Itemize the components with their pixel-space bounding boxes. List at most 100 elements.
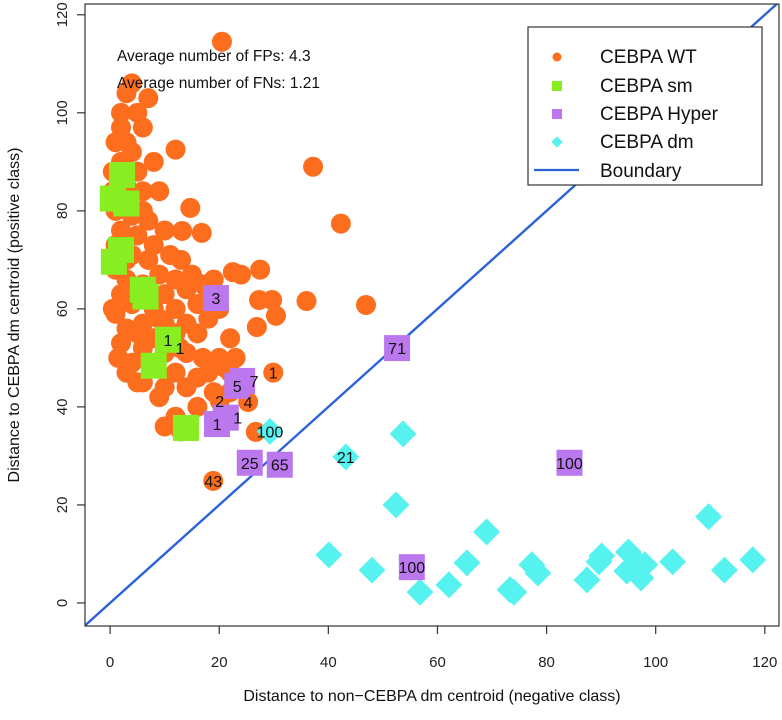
cebpa-sm-point <box>100 248 127 275</box>
cebpa-sm-point <box>154 326 181 353</box>
cebpa-wt-point <box>165 362 186 383</box>
plot-area <box>85 4 779 626</box>
legend-label-wt: CEBPA WT <box>600 47 697 68</box>
x-tick-label: 20 <box>211 654 228 671</box>
cebpa-hyper-point-label: 5 <box>233 379 242 396</box>
cebpa-wt-point <box>111 102 132 123</box>
cebpa-sm-point <box>109 162 136 189</box>
y-tick-label: 60 <box>54 301 71 318</box>
annotation-fps: Average number of FPs: 4.3 <box>117 48 311 65</box>
y-axis-label: Distance to CEBPA dm centroid (positive … <box>6 148 23 483</box>
cebpa-wt-point-label: 4 <box>244 395 253 412</box>
cebpa-sm-point <box>140 352 167 379</box>
cebpa-wt-point <box>211 31 232 52</box>
cebpa-dm-point <box>382 491 410 519</box>
cebpa-wt-point <box>154 284 175 305</box>
cebpa-hyper-point-label: 25 <box>241 456 259 473</box>
cebpa-hyper-point <box>556 449 583 476</box>
x-tick-label: 100 <box>643 654 668 671</box>
cebpa-wt-point <box>172 220 193 241</box>
legend-box <box>527 26 763 186</box>
cebpa-wt-point <box>245 421 266 442</box>
cebpa-dm-point <box>406 578 434 606</box>
x-tick-label: 0 <box>106 654 114 671</box>
cebpa-sm-point <box>113 190 140 217</box>
cebpa-wt-point-label: 1 <box>269 366 278 383</box>
cebpa-dm-point <box>695 503 723 531</box>
cebpa-wt-point <box>165 298 186 319</box>
cebpa-wt-point <box>116 83 137 104</box>
cebpa-wt-point <box>180 197 201 218</box>
cebpa-wt-point <box>108 347 129 368</box>
cebpa-wt-point <box>127 323 148 344</box>
cebpa-hyper-point <box>398 554 425 581</box>
cebpa-wt-point <box>231 264 252 285</box>
cebpa-wt-point <box>187 396 208 417</box>
cebpa-hyper-point-label: 100 <box>556 456 583 473</box>
annotation-fns: Average number of FNs: 1.21 <box>117 75 320 92</box>
legend-label-boundary: Boundary <box>600 161 682 182</box>
y-tick-label: 100 <box>54 100 71 125</box>
cebpa-wt-point <box>149 387 170 408</box>
cebpa-hyper-point-label: 3 <box>211 291 220 308</box>
cebpa-wt-point <box>225 347 246 368</box>
cebpa-wt-point <box>138 88 159 109</box>
cebpa-wt-point <box>198 308 219 329</box>
cebpa-wt-point <box>296 291 317 312</box>
cebpa-hyper-point <box>236 449 263 476</box>
cebpa-dm-point <box>659 548 687 576</box>
x-tick-label: 80 <box>538 654 555 671</box>
cebpa-dm-point <box>453 549 481 577</box>
cebpa-hyper-point <box>229 367 256 394</box>
cebpa-wt-point <box>154 220 175 241</box>
cebpa-hyper-point-label: 1 <box>233 411 242 428</box>
cebpa-hyper-point-label: 1 <box>213 417 222 434</box>
x-tick-label: 40 <box>320 654 337 671</box>
cebpa-wt-point <box>121 142 142 163</box>
cebpa-dm-point <box>711 556 738 584</box>
y-tick-label: 120 <box>54 2 71 27</box>
cebpa-sm-point-label: 1 <box>163 333 172 350</box>
cebpa-hyper-point <box>204 411 231 438</box>
cebpa-wt-point <box>138 249 159 270</box>
legend-marker-wt <box>552 52 562 62</box>
cebpa-wt-point <box>143 151 164 172</box>
cebpa-wt-point <box>187 323 208 344</box>
cebpa-dm-point <box>435 571 463 599</box>
cebpa-wt-point <box>149 308 170 329</box>
legend: CEBPA WT CEBPA sm CEBPA Hyper CEBPA dm B… <box>527 26 763 186</box>
axes: 0 20 40 60 80 100 120 0 20 40 60 80 100 120 <box>54 2 777 671</box>
cebpa-wt-point <box>191 222 212 243</box>
cebpa-wt-point <box>203 470 224 491</box>
cebpa-wt-point <box>220 328 241 349</box>
x-tick-label: 120 <box>752 654 777 671</box>
cebpa-sm-point <box>172 414 199 441</box>
cebpa-dm-point <box>389 420 417 448</box>
cebpa-wt-point <box>132 117 153 138</box>
cebpa-dm-point <box>473 518 500 546</box>
cebpa-wt-point <box>262 290 283 311</box>
cebpa-wt-point <box>250 259 271 280</box>
cebpa-wt-point <box>165 139 186 160</box>
cebpa-dm-point <box>588 542 616 570</box>
cebpa-hyper-point <box>384 335 411 362</box>
cebpa-wt-point <box>355 294 376 315</box>
x-axis-label: Distance to non−CEBPA dm centroid (negat… <box>243 688 620 705</box>
cebpa-wt-point <box>105 132 126 153</box>
y-tick-label: 0 <box>54 599 71 607</box>
cebpa-wt-point <box>303 156 324 177</box>
cebpa-dm-point <box>524 559 552 587</box>
cebpa-wt-point <box>263 362 284 383</box>
legend-label-dm: CEBPA dm <box>600 132 694 153</box>
cebpa-hyper-point <box>266 451 293 478</box>
cebpa-wt-point-label: 1 <box>175 341 184 358</box>
cebpa-wt-point <box>154 416 175 437</box>
cebpa-dm-point <box>358 556 386 584</box>
cebpa-wt-point <box>176 279 197 300</box>
y-tick-label: 80 <box>54 202 71 219</box>
cebpa-wt-point-label: 43 <box>204 474 222 491</box>
x-tick-label: 60 <box>429 654 446 671</box>
legend-marker-sm <box>552 81 562 91</box>
cebpa-hyper-point-label: 100 <box>398 560 425 577</box>
